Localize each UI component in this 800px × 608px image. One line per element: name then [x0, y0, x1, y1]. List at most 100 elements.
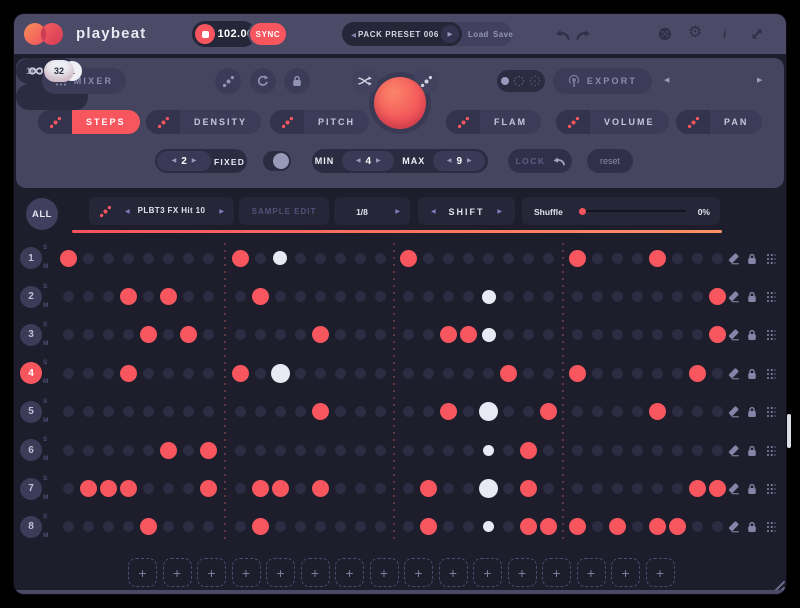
step-dot[interactable]: [568, 249, 586, 267]
step-dot[interactable]: [463, 291, 474, 303]
step-dot[interactable]: [668, 518, 686, 536]
step-dot[interactable]: [102, 291, 114, 303]
step-dot[interactable]: [403, 483, 414, 495]
step-dot[interactable]: [688, 480, 706, 498]
step-dot[interactable]: [374, 329, 386, 341]
step-dot[interactable]: [543, 291, 554, 303]
step-dot[interactable]: [311, 326, 329, 344]
step-dot[interactable]: [711, 367, 723, 379]
save-button[interactable]: Save: [493, 29, 514, 39]
step-dot[interactable]: [334, 444, 346, 456]
pattern-slot-button[interactable]: +: [507, 558, 537, 587]
min-prev-icon[interactable]: ◀: [355, 158, 361, 164]
step-dot[interactable]: [374, 521, 386, 533]
step-dot[interactable]: [503, 444, 514, 456]
step-dot[interactable]: [62, 291, 74, 303]
mute-button[interactable]: M: [43, 301, 49, 309]
step-dot[interactable]: [202, 291, 214, 303]
step-dot[interactable]: [631, 406, 643, 418]
step-dot[interactable]: [568, 518, 586, 536]
step-dot[interactable]: [62, 329, 74, 341]
sync-button[interactable]: SYNC: [248, 21, 288, 47]
step-dot[interactable]: [182, 521, 194, 533]
step-dot[interactable]: [202, 406, 214, 418]
step-dot[interactable]: [234, 291, 246, 303]
step-dot[interactable]: [122, 406, 134, 418]
step-dot[interactable]: [463, 406, 474, 418]
step-dot[interactable]: [294, 521, 306, 533]
grid-16-option[interactable]: 16: [26, 66, 37, 76]
tab-label[interactable]: FLAM: [480, 110, 541, 134]
step-dot[interactable]: [354, 329, 366, 341]
pattern-slot-button[interactable]: +: [231, 558, 261, 587]
step-dot[interactable]: [671, 444, 683, 456]
step-dot[interactable]: [254, 329, 266, 341]
step-dot[interactable]: [463, 521, 474, 533]
step-dot[interactable]: [314, 444, 326, 456]
step-dot[interactable]: [479, 479, 498, 499]
step-dot[interactable]: [354, 291, 366, 303]
step-dot[interactable]: [142, 406, 154, 418]
step-dot[interactable]: [234, 521, 246, 533]
step-dot[interactable]: [568, 364, 586, 382]
step-dot[interactable]: [611, 483, 623, 495]
mute-button[interactable]: M: [43, 416, 49, 424]
step-dot[interactable]: [234, 483, 246, 495]
step-dot[interactable]: [711, 406, 723, 418]
randomize-sample-icon[interactable]: [99, 205, 112, 218]
pattern-slot-button[interactable]: +: [438, 558, 468, 587]
step-dot[interactable]: [62, 367, 74, 379]
step-dot[interactable]: [420, 480, 437, 498]
settings-gear-icon[interactable]: ⚙: [688, 24, 703, 41]
tab-steps[interactable]: STEPS: [38, 110, 140, 134]
step-dot[interactable]: [202, 252, 214, 264]
step-dot[interactable]: [314, 291, 326, 303]
step-dot[interactable]: [423, 291, 434, 303]
loop-prev-icon[interactable]: ◀: [664, 77, 670, 84]
step-dot[interactable]: [420, 518, 437, 536]
randomize-volume-button[interactable]: [556, 110, 590, 134]
step-dot[interactable]: [182, 444, 194, 456]
step-dot[interactable]: [314, 521, 326, 533]
randomize-flam-button[interactable]: [446, 110, 480, 134]
drag-handle-icon[interactable]: [766, 520, 779, 533]
lock-icon[interactable]: [747, 444, 760, 457]
eraser-icon[interactable]: [727, 444, 740, 457]
step-dot[interactable]: [119, 288, 137, 306]
tab-volume[interactable]: VOLUME: [556, 110, 669, 134]
step-dot[interactable]: [374, 406, 386, 418]
track-number-badge[interactable]: 3: [20, 323, 42, 346]
step-dot[interactable]: [403, 329, 414, 341]
step-dot[interactable]: [503, 406, 514, 418]
step-dot[interactable]: [234, 329, 246, 341]
tab-pitch[interactable]: PITCH: [270, 110, 369, 134]
step-dot[interactable]: [631, 367, 643, 379]
grid-32-option[interactable]: 32: [44, 60, 74, 82]
step-dot[interactable]: [443, 521, 454, 533]
lock-icon[interactable]: [747, 328, 760, 341]
step-dot[interactable]: [403, 367, 414, 379]
step-dot[interactable]: [182, 291, 194, 303]
step-dot[interactable]: [691, 329, 703, 341]
shift-next-icon[interactable]: ▶: [497, 209, 502, 215]
shift-control[interactable]: ◀ SHIFT ▶: [418, 197, 515, 225]
step-dot[interactable]: [440, 403, 457, 421]
solo-button[interactable]: S: [43, 512, 48, 520]
sample-edit-button[interactable]: SAMPLE EDIT: [239, 197, 329, 225]
shuffle-track[interactable]: [582, 210, 686, 212]
range-toggle-switch[interactable]: [263, 151, 291, 171]
step-dot[interactable]: [543, 483, 554, 495]
step-dot[interactable]: [334, 252, 346, 264]
step-dot[interactable]: [591, 367, 603, 379]
step-dot[interactable]: [691, 291, 703, 303]
pattern-slot-button[interactable]: +: [645, 558, 675, 587]
step-dot[interactable]: [523, 367, 534, 379]
step-dot[interactable]: [500, 364, 517, 382]
step-dot[interactable]: [671, 406, 683, 418]
step-dot[interactable]: [251, 288, 269, 306]
step-dot[interactable]: [403, 291, 414, 303]
track-number-badge[interactable]: 8: [20, 515, 42, 538]
step-dot[interactable]: [274, 521, 286, 533]
step-dot[interactable]: [403, 406, 414, 418]
step-dot[interactable]: [423, 252, 434, 264]
